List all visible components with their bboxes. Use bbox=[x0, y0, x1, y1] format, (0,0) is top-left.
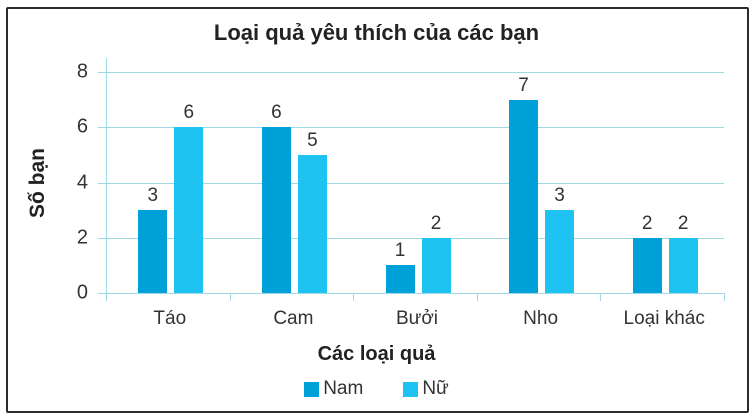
data-label: 3 bbox=[147, 185, 159, 207]
legend-swatch-nam bbox=[304, 381, 320, 397]
gridline bbox=[98, 127, 724, 129]
bar-nu bbox=[421, 237, 451, 293]
bar-nu bbox=[297, 154, 327, 293]
bar-nu bbox=[174, 127, 204, 293]
data-label: 1 bbox=[394, 240, 406, 262]
y-tick-label: 2 bbox=[76, 226, 88, 249]
data-label: 6 bbox=[271, 102, 282, 124]
plot-area: 0 2 4 6 8 3 6 Táo 6 5 Cam 1 2 Bưởi 7 3 Nho 2 2 Loại khác bbox=[77, 58, 725, 329]
data-label: 7 bbox=[518, 74, 529, 96]
bar-nam bbox=[509, 99, 539, 293]
data-label: 3 bbox=[554, 185, 565, 207]
bar-nam bbox=[385, 265, 415, 293]
data-label: 5 bbox=[307, 129, 318, 151]
gridline bbox=[98, 293, 724, 294]
x-tick bbox=[600, 293, 602, 301]
y-axis-line bbox=[106, 58, 107, 293]
bar-nam bbox=[632, 237, 662, 293]
y-axis-label: Số bạn bbox=[26, 147, 49, 219]
chart-frame bbox=[6, 7, 749, 413]
x-tick bbox=[229, 293, 231, 301]
legend-label-nam: Nam bbox=[323, 378, 364, 399]
gridline bbox=[98, 72, 724, 73]
legend-item-nu: Nữ bbox=[403, 378, 449, 400]
y-tick-label: 4 bbox=[76, 171, 88, 193]
x-category-label: Cam bbox=[273, 308, 314, 329]
legend-label-nu: Nữ bbox=[422, 378, 449, 399]
legend-swatch-nu bbox=[403, 381, 419, 397]
chart-title: Loại quả yêu thích của các bạn bbox=[213, 20, 540, 45]
x-tick bbox=[353, 293, 355, 301]
bar-nam bbox=[261, 127, 291, 293]
gridline bbox=[98, 182, 724, 184]
data-label: 2 bbox=[677, 212, 689, 234]
x-tick bbox=[724, 293, 725, 301]
x-axis-label: Các loại quả bbox=[317, 343, 436, 365]
bar-nu bbox=[668, 237, 698, 293]
bar-nam bbox=[138, 210, 168, 293]
x-tick bbox=[106, 293, 107, 301]
y-tick-label: 8 bbox=[76, 60, 88, 83]
legend-item-nam: Nam bbox=[304, 378, 363, 400]
data-label: 2 bbox=[641, 212, 653, 234]
y-tick-label: 0 bbox=[76, 281, 88, 304]
x-category-label: Loại khác bbox=[623, 308, 705, 329]
x-category-label: Táo bbox=[153, 308, 187, 329]
bar-nu bbox=[545, 210, 575, 293]
x-category-label: Bưởi bbox=[395, 308, 439, 329]
data-label: 2 bbox=[430, 212, 442, 234]
gridline bbox=[98, 237, 724, 239]
data-label: 6 bbox=[183, 102, 195, 124]
x-category-label: Nho bbox=[523, 308, 559, 329]
y-tick-label: 6 bbox=[76, 115, 88, 138]
x-tick bbox=[476, 293, 478, 301]
legend: Nam Nữ bbox=[0, 378, 753, 400]
